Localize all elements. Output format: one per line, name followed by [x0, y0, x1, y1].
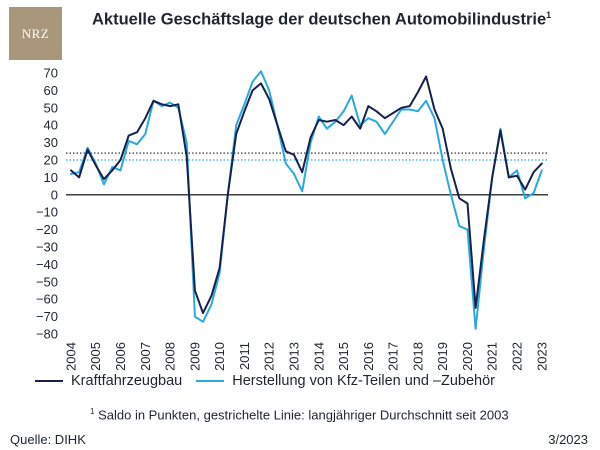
x-tick-label: 2014 — [311, 342, 326, 371]
legend-item-kraftfahrzeugbau: Kraftfahrzeugbau — [35, 373, 182, 389]
x-tick-label: 2018 — [410, 342, 425, 371]
legend-swatch-zulieferer — [196, 379, 225, 383]
x-tick-label: 2010 — [212, 342, 227, 371]
x-tick-label: 2008 — [163, 342, 178, 371]
y-tick-label: −30 — [36, 240, 58, 255]
source-note: Quelle: DIHK — [10, 432, 86, 447]
legend-label-kraftfahrzeugbau: Kraftfahrzeugbau — [71, 373, 183, 389]
footnote-text: Saldo in Punkten, gestrichelte Linie: la… — [98, 407, 509, 423]
series-line-kraftfahrzeugbau — [70, 75, 543, 315]
x-tick-label: 2007 — [138, 342, 153, 371]
publication-date: 3/2023 — [548, 432, 588, 447]
x-tick-label: 2016 — [361, 342, 376, 371]
x-tick-label: 2006 — [113, 342, 128, 371]
y-tick-label: −20 — [36, 222, 58, 237]
y-tick-label: −50 — [36, 274, 58, 289]
y-tick-label: −40 — [36, 257, 58, 272]
logo: NRZ — [9, 7, 62, 60]
legend: Kraftfahrzeugbau Herstellung von Kfz-Tei… — [35, 373, 509, 389]
footnote: 1 Saldo in Punkten, gestrichelte Linie: … — [90, 407, 509, 422]
y-tick-label: −80 — [36, 327, 58, 342]
x-tick-label: 2019 — [435, 342, 450, 371]
legend-swatch-kraftfahrzeugbau — [35, 379, 63, 383]
legend-label-zulieferer: Herstellung von Kfz-Teilen und –Zubehör — [232, 373, 496, 389]
x-tick-label: 2012 — [262, 342, 277, 371]
y-tick-label: 70 — [44, 66, 58, 81]
y-tick-label: 60 — [44, 83, 58, 98]
x-tick-label: 2005 — [88, 342, 103, 371]
y-tick-label: 40 — [44, 118, 58, 133]
x-tick-label: 2004 — [63, 342, 78, 371]
x-tick-label: 2020 — [460, 342, 475, 371]
y-tick-label: −10 — [36, 205, 58, 220]
y-tick-label: −60 — [36, 292, 58, 307]
footnote-mark: 1 — [90, 407, 95, 416]
y-tick-label: −70 — [36, 309, 58, 324]
y-tick-label: 0 — [51, 187, 58, 202]
y-tick-label: 10 — [44, 170, 58, 185]
y-tick-label: 20 — [44, 153, 58, 168]
chart-title: Aktuelle Geschäftslage der deutschen Aut… — [92, 10, 551, 30]
y-tick-label: 50 — [44, 100, 58, 115]
x-tick-label: 2015 — [336, 342, 351, 371]
chart-title-text: Aktuelle Geschäftslage der deutschen Aut… — [92, 10, 547, 29]
series-line-zulieferer — [70, 70, 543, 330]
y-tick-label: 30 — [44, 135, 58, 150]
x-tick-label: 2023 — [534, 342, 549, 371]
legend-item-zulieferer: Herstellung von Kfz-Teilen und –Zubehör — [196, 373, 495, 389]
x-tick-label: 2017 — [386, 342, 401, 371]
x-tick-label: 2013 — [286, 342, 301, 371]
title-footnote-mark: 1 — [546, 10, 552, 20]
x-tick-label: 2011 — [237, 342, 252, 370]
x-tick-label: 2022 — [510, 342, 525, 371]
x-tick-label: 2021 — [485, 342, 500, 371]
x-tick-label: 2009 — [187, 342, 202, 371]
